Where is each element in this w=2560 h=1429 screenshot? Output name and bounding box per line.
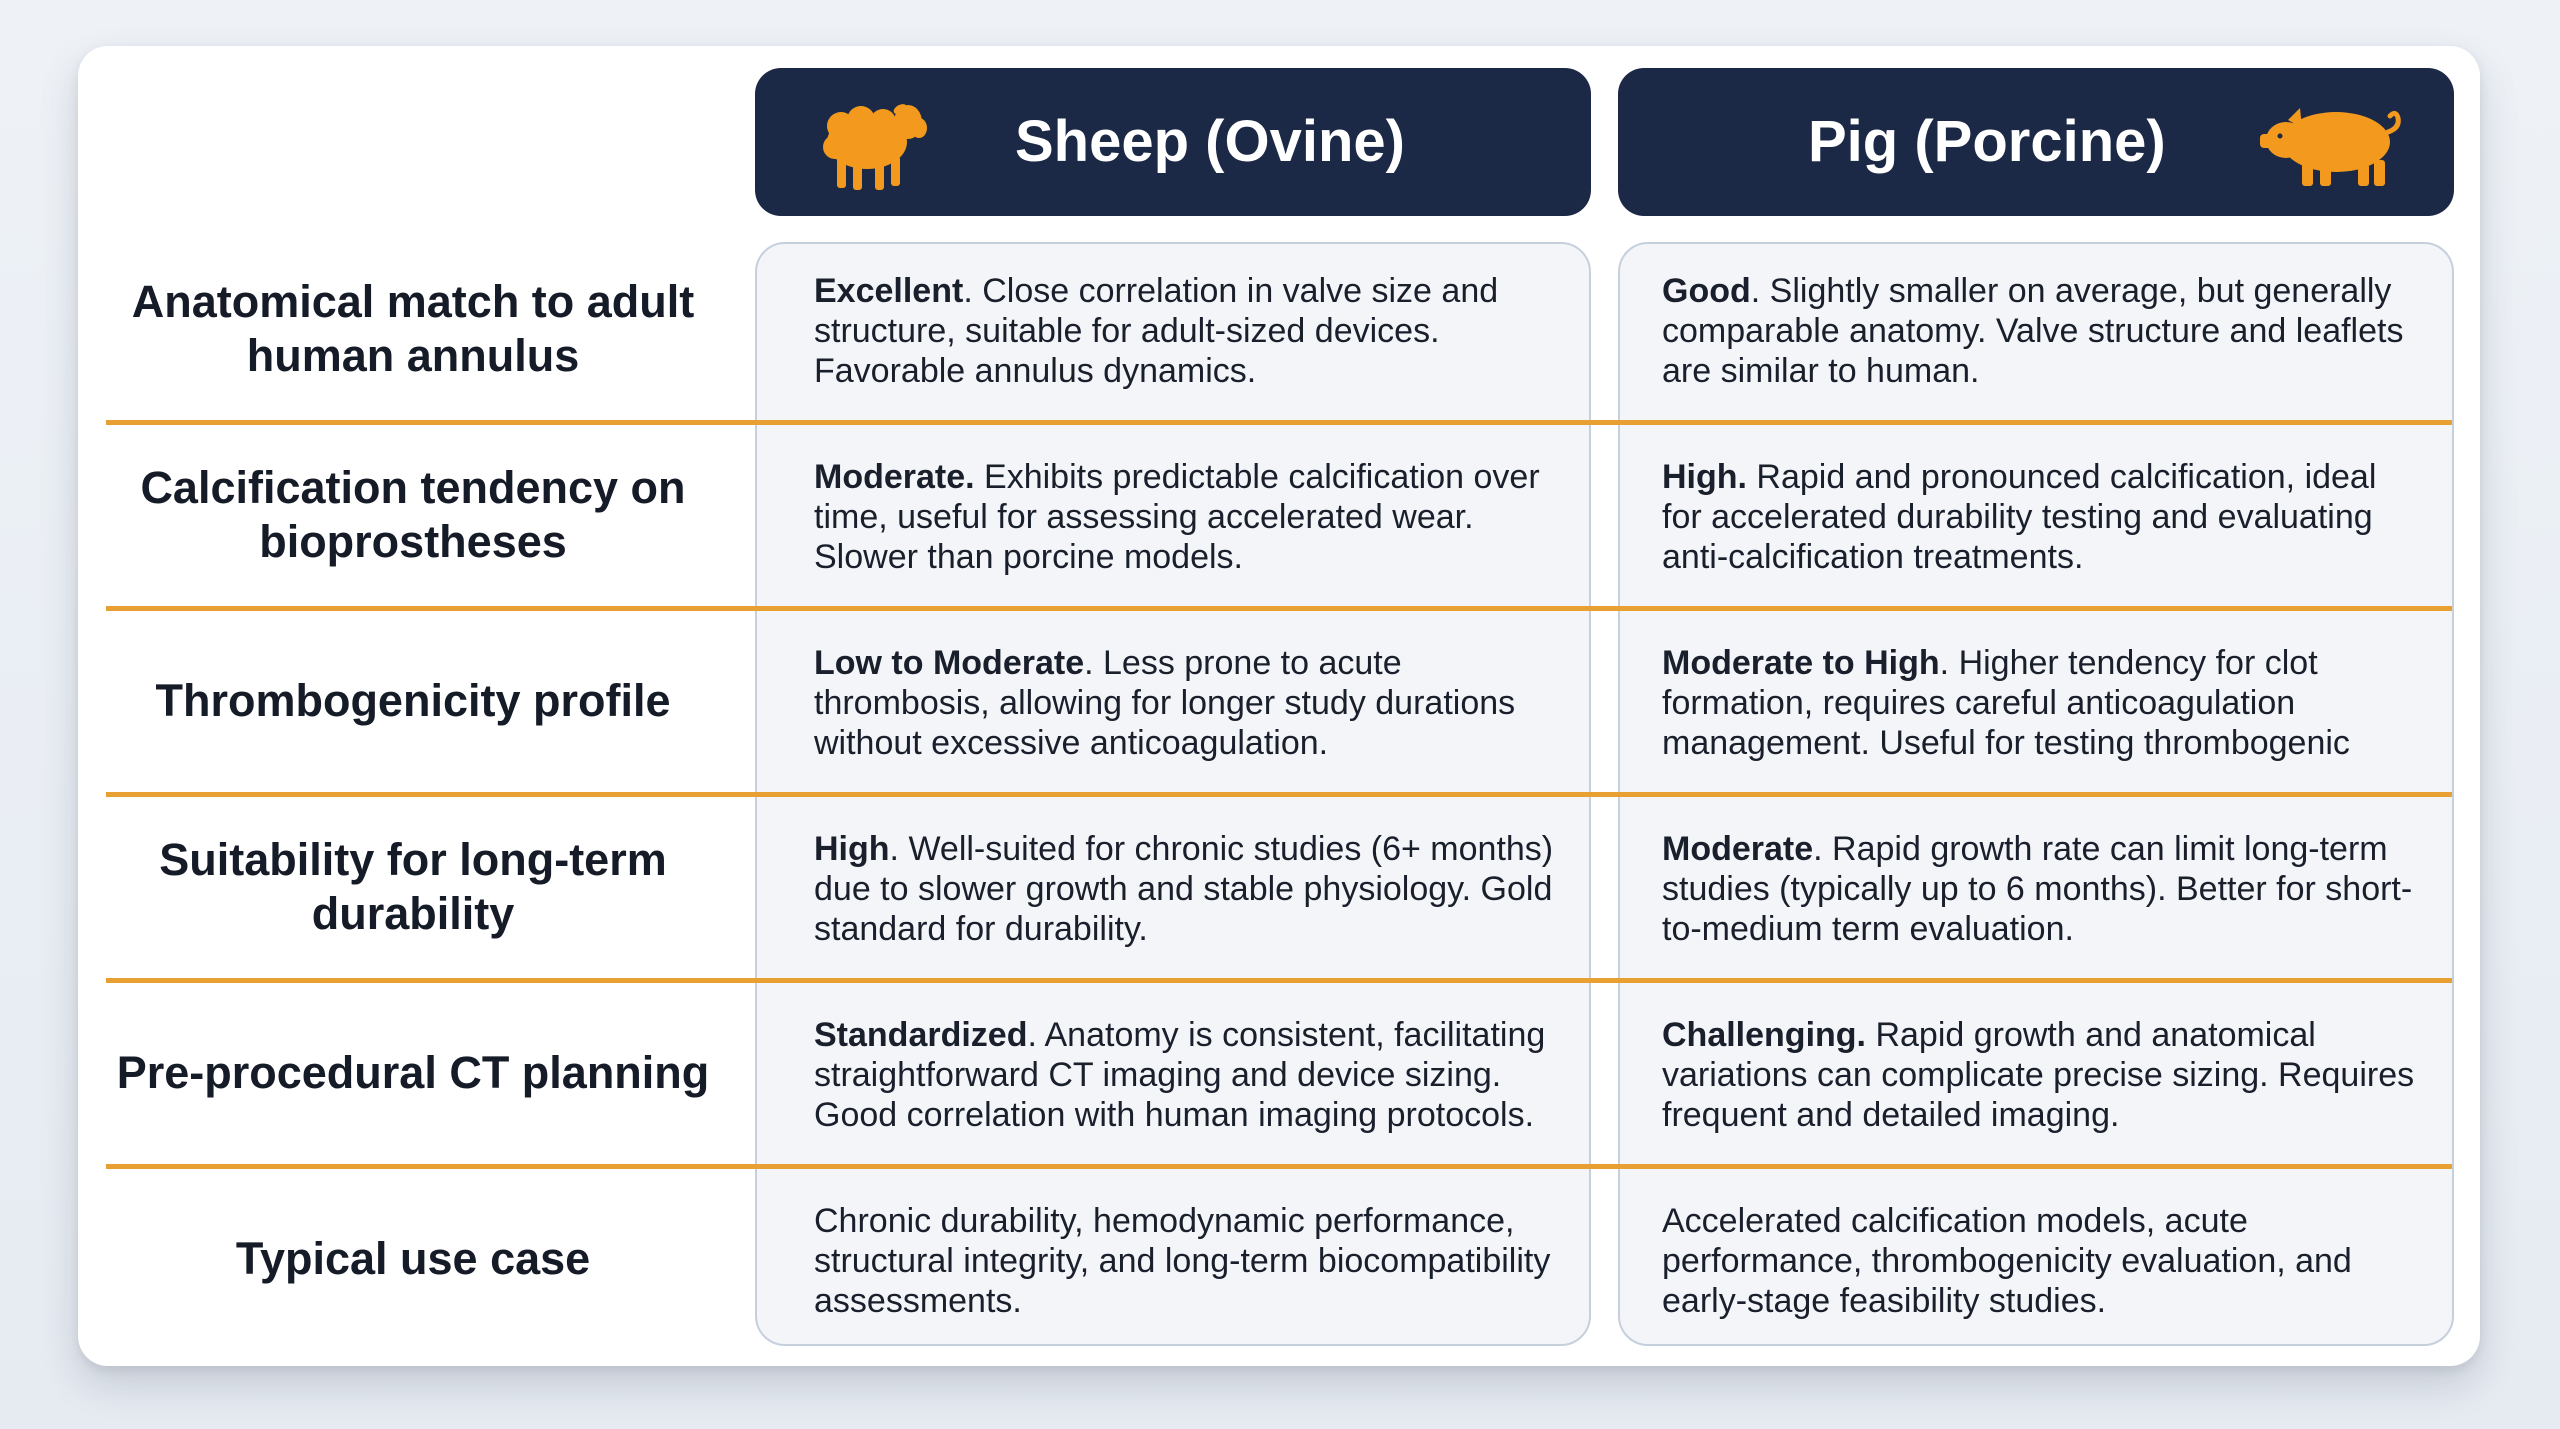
header-pig-title: Pig (Porcine) bbox=[1808, 109, 2166, 174]
cell-text: Exhibits predictable calcification over … bbox=[814, 458, 1540, 576]
cell-lead: Standardized bbox=[814, 1016, 1028, 1054]
row-label-thrombogenicity: Thrombogenicity profile bbox=[155, 675, 671, 726]
pig-icon bbox=[2260, 108, 2401, 186]
cell-lead: Excellent bbox=[814, 272, 964, 310]
cell-lead: High. bbox=[1662, 458, 1747, 496]
row-label-long-term-durability: Suitability for long-term durability bbox=[159, 834, 667, 939]
cell-text: . Close correlation in valve size and st… bbox=[814, 272, 1499, 390]
row-label-calcification: Calcification tendency on bioprostheses bbox=[140, 462, 686, 567]
cell-sheep-anatomical-match: Excellent. Close correlation in valve si… bbox=[814, 272, 1574, 391]
cell-text: . Higher tendency for clot formation, re… bbox=[1662, 644, 2350, 762]
cell-sheep-thrombogenicity: Low to Moderate. Less prone to acute thr… bbox=[814, 644, 1574, 763]
comparison-table: Sheep (Ovine) Pig (Porcine) Anatomical m… bbox=[78, 46, 2480, 1366]
row-divider bbox=[106, 1164, 2452, 1169]
cell-text: Rapid and pronounced calcification, idea… bbox=[1662, 458, 2377, 576]
cell-pig-typical-use-case: Accelerated calcification models, acute … bbox=[1662, 1202, 2422, 1321]
cell-text: . Less prone to acute thrombosis, allowi… bbox=[814, 644, 1516, 762]
cell-text: Rapid growth and anatomical variations c… bbox=[1662, 1016, 2415, 1134]
cell-pig-ct-planning: Challenging. Rapid growth and anatomical… bbox=[1662, 1016, 2422, 1135]
cell-lead: High bbox=[814, 830, 890, 868]
cell-lead: Challenging. bbox=[1662, 1016, 1866, 1054]
cell-text: Chronic durability, hemodynamic performa… bbox=[814, 1202, 1551, 1320]
cell-sheep-ct-planning: Standardized. Anatomy is consistent, fac… bbox=[814, 1016, 1574, 1135]
cell-sheep-long-term-durability: High. Well-suited for chronic studies (6… bbox=[814, 830, 1574, 949]
cell-text: Accelerated calcification models, acute … bbox=[1662, 1202, 2352, 1320]
cell-pig-thrombogenicity: Moderate to High. Higher tendency for cl… bbox=[1662, 644, 2422, 763]
cell-lead: Low to Moderate bbox=[814, 644, 1085, 682]
cell-lead: Good bbox=[1662, 272, 1751, 310]
cell-pig-long-term-durability: Moderate. Rapid growth rate can limit lo… bbox=[1662, 830, 2422, 949]
row-label-ct-planning: Pre-procedural CT planning bbox=[116, 1047, 710, 1098]
cell-pig-anatomical-match: Good. Slightly smaller on average, but g… bbox=[1662, 272, 2422, 391]
row-label-anatomical-match: Anatomical match to adult human annulus bbox=[131, 276, 695, 381]
header-pig: Pig (Porcine) bbox=[1618, 68, 2454, 216]
row-divider bbox=[106, 420, 2452, 425]
header-sheep-title: Sheep (Ovine) bbox=[1015, 109, 1405, 174]
cell-pig-calcification: High. Rapid and pronounced calcification… bbox=[1662, 458, 2422, 577]
row-divider bbox=[106, 978, 2452, 983]
cell-sheep-calcification: Moderate. Exhibits predictable calcifica… bbox=[814, 458, 1574, 577]
sheep-icon bbox=[823, 104, 927, 190]
cell-lead: Moderate. bbox=[814, 458, 975, 496]
cell-text: . Slightly smaller on average, but gener… bbox=[1662, 272, 2404, 390]
row-label-typical-use-case: Typical use case bbox=[235, 1233, 591, 1284]
row-divider bbox=[106, 792, 2452, 797]
header-sheep: Sheep (Ovine) bbox=[755, 68, 1591, 216]
cell-sheep-typical-use-case: Chronic durability, hemodynamic performa… bbox=[814, 1202, 1574, 1321]
cell-lead: Moderate bbox=[1662, 830, 1814, 868]
cell-text: . Rapid growth rate can limit long-term … bbox=[1662, 830, 2413, 948]
row-divider bbox=[106, 606, 2452, 611]
cell-text: . Well-suited for chronic studies (6+ mo… bbox=[814, 830, 1554, 948]
cell-text: . Anatomy is consistent, facilitating st… bbox=[814, 1016, 1546, 1134]
cell-lead: Moderate to High bbox=[1662, 644, 1940, 682]
